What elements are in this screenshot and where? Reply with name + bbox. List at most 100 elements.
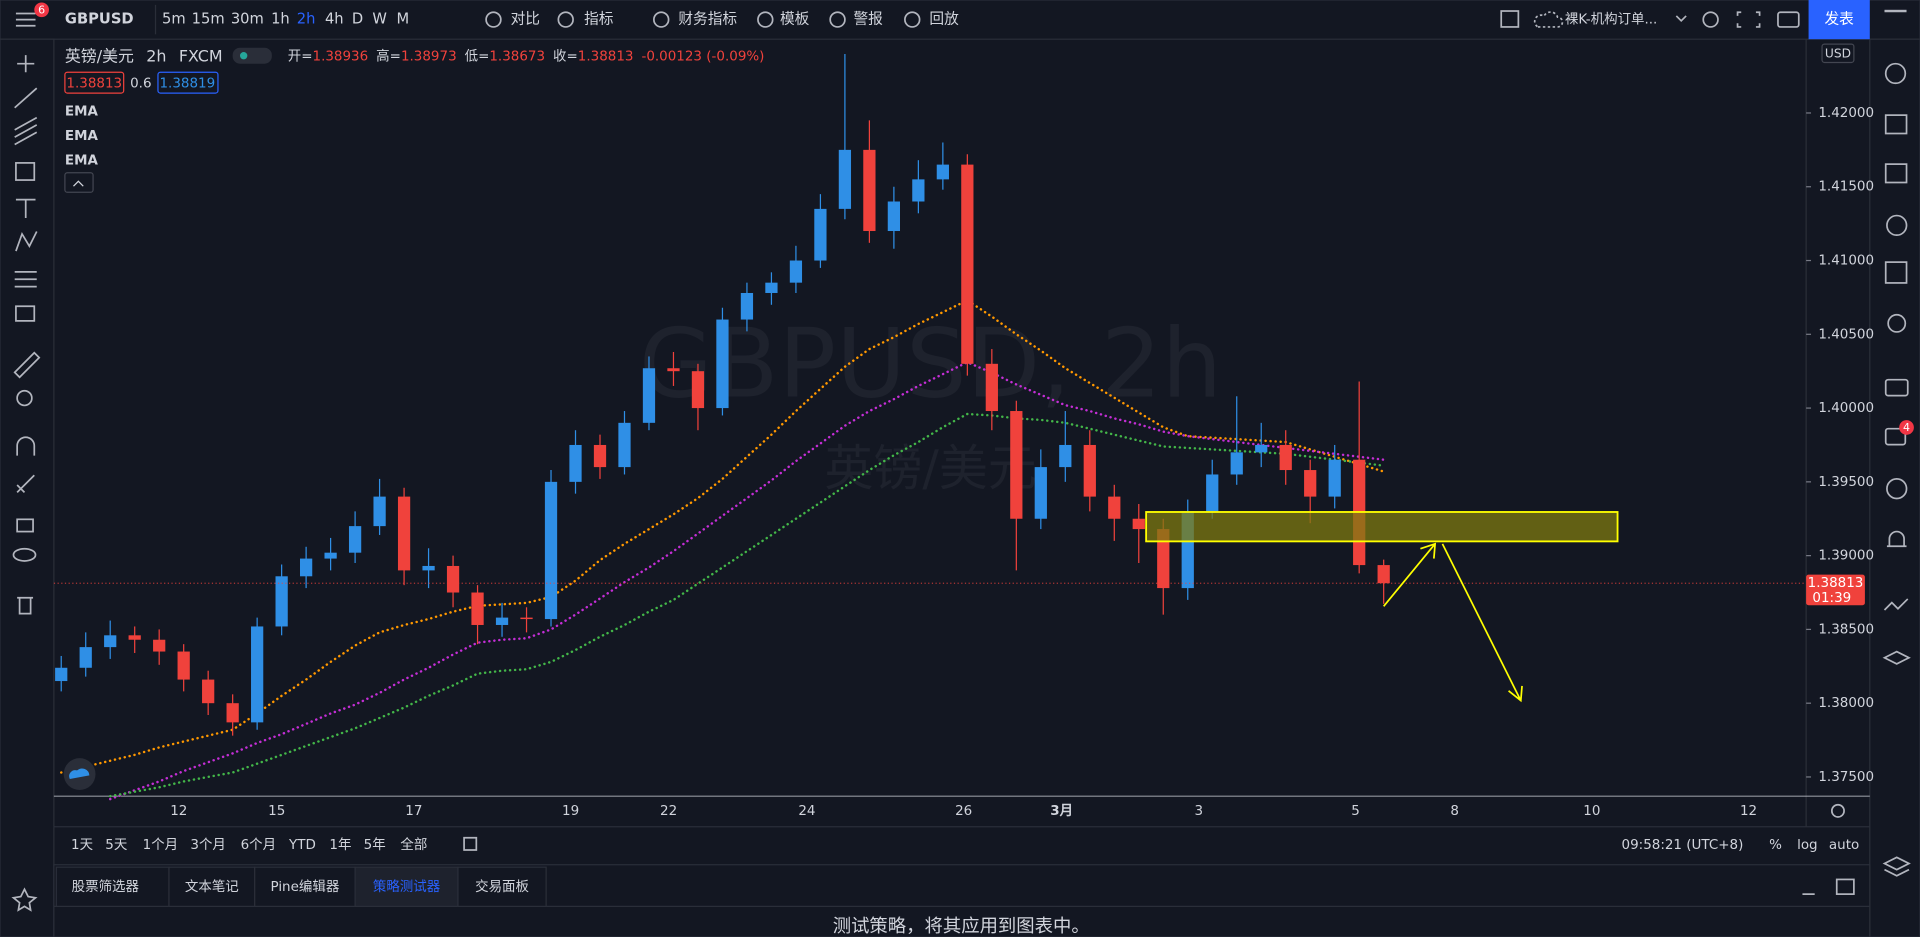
price-tick-label: 1.39000 [1818, 548, 1874, 564]
publish-button[interactable] [1808, 0, 1870, 40]
candle-body [838, 149, 852, 209]
order-panel-icon[interactable] [1882, 650, 1911, 665]
zoom-tool[interactable] [16, 389, 33, 407]
symbol[interactable]: GBPUSD [65, 11, 134, 28]
ohlc-line: 开=1.38936 高=1.38973 低=1.38673 收=1.38813 … [288, 47, 765, 64]
watchlist-icon[interactable] [1884, 9, 1907, 13]
ideas-icon[interactable] [1887, 313, 1907, 333]
interval-button[interactable]: 30m [231, 11, 264, 28]
bid-box[interactable] [64, 71, 125, 94]
interval-button[interactable]: W [372, 11, 387, 28]
interval-button[interactable]: M [397, 11, 410, 28]
ema-label: EMA [65, 152, 99, 168]
legend-line: 英镑/美元 2h FXCM [65, 46, 223, 65]
fullscreen-icon[interactable] [1736, 11, 1761, 28]
toolbar-button[interactable]: 模板 [780, 10, 810, 28]
layout-icon[interactable] [1500, 10, 1520, 28]
toolbar-button[interactable]: 警报 [853, 11, 883, 28]
auto-toggle[interactable]: auto [1829, 837, 1859, 853]
crosshair-tool[interactable] [17, 55, 35, 73]
candle-body [348, 526, 362, 553]
trendline-tool[interactable] [14, 87, 38, 109]
toolbar-button[interactable]: 财务指标 [678, 11, 737, 28]
streams-icon[interactable] [1886, 478, 1908, 500]
tab[interactable] [457, 866, 547, 907]
range-button[interactable]: 6个月 [241, 837, 277, 853]
maximize-icon[interactable] [1835, 878, 1855, 895]
candle-body [912, 179, 925, 202]
range-button[interactable]: 1个月 [143, 837, 179, 853]
fib-tool[interactable] [14, 116, 38, 146]
data-icon[interactable] [1884, 114, 1908, 135]
hide-tool[interactable] [12, 547, 37, 562]
layers-icon[interactable] [1882, 856, 1911, 877]
layout-name[interactable]: 裸K-机构订单... [1565, 12, 1657, 28]
lock-tool[interactable] [16, 518, 34, 533]
candle-body [1132, 518, 1145, 530]
open-value: 1.38936 [313, 48, 369, 64]
legend-toggle[interactable] [232, 47, 272, 64]
candle-body [863, 149, 876, 232]
alerts-icon[interactable] [1884, 62, 1907, 85]
range-button[interactable]: 3个月 [190, 837, 226, 853]
tab[interactable] [354, 866, 459, 907]
favorites[interactable] [11, 887, 38, 912]
interval-button[interactable]: 4h [325, 11, 344, 28]
candle-body [1034, 467, 1047, 519]
shape-tool[interactable] [15, 162, 36, 181]
time-label: 10 [1583, 803, 1600, 819]
log-toggle[interactable]: log [1797, 837, 1818, 853]
range-button[interactable]: 全部 [400, 836, 427, 853]
settings-icon[interactable] [1702, 11, 1719, 28]
range-button[interactable]: 1年 [329, 837, 351, 853]
interval-button[interactable]: 2h [297, 11, 316, 28]
badge [34, 2, 49, 18]
candle-body [495, 617, 509, 625]
button-icon [653, 11, 670, 28]
interval-button[interactable]: 5m [162, 11, 186, 28]
projection-arrow[interactable] [1383, 542, 1523, 703]
ask-box[interactable] [157, 71, 219, 94]
hotlist-icon[interactable] [1886, 214, 1908, 237]
interval-button[interactable]: 15m [192, 11, 225, 28]
pattern-tool[interactable] [15, 231, 38, 252]
candle-body [985, 363, 998, 412]
tab[interactable] [254, 866, 356, 907]
menu-button[interactable] [15, 12, 36, 27]
icon-tool[interactable] [15, 305, 36, 322]
range-button[interactable]: 5年 [364, 837, 386, 853]
time-label: 12 [1740, 803, 1757, 819]
snapshot-icon[interactable] [1777, 11, 1800, 28]
candle-body [1010, 411, 1023, 519]
time-label: 24 [798, 803, 815, 819]
currency-box[interactable] [1821, 43, 1855, 64]
candle-body [1157, 529, 1170, 589]
interval-button[interactable]: 1h [271, 11, 290, 28]
toolbar-button[interactable]: 指标 [584, 11, 614, 28]
range-button[interactable]: YTD [288, 837, 316, 853]
percent-toggle[interactable]: % [1769, 837, 1782, 853]
date-range-icon[interactable] [463, 836, 478, 851]
toolbar-button[interactable]: 回放 [929, 11, 959, 28]
range-button[interactable]: 5天 [105, 837, 127, 853]
interval-button[interactable]: D [352, 11, 363, 28]
toolbar-button[interactable]: 对比 [511, 11, 540, 28]
supply-zone[interactable] [1145, 511, 1619, 543]
messages-icon[interactable] [1884, 427, 1907, 446]
text-tool[interactable] [15, 198, 36, 219]
magnet-tool[interactable] [16, 436, 36, 456]
prediction-tool[interactable] [14, 271, 37, 288]
remove-tool[interactable] [17, 596, 34, 615]
axis-settings[interactable] [1830, 803, 1845, 818]
calendar-2-icon[interactable] [1884, 261, 1908, 284]
stay-drawing-tool[interactable] [16, 474, 35, 493]
range-button[interactable]: 1天 [71, 837, 93, 853]
measure-tool[interactable] [13, 351, 41, 379]
dropdown-icon[interactable] [1675, 15, 1687, 23]
trade-icon[interactable] [1883, 598, 1909, 611]
chat-icon[interactable] [1884, 378, 1909, 397]
notifications-icon[interactable] [1886, 530, 1907, 548]
calendar-icon[interactable] [1884, 163, 1908, 184]
